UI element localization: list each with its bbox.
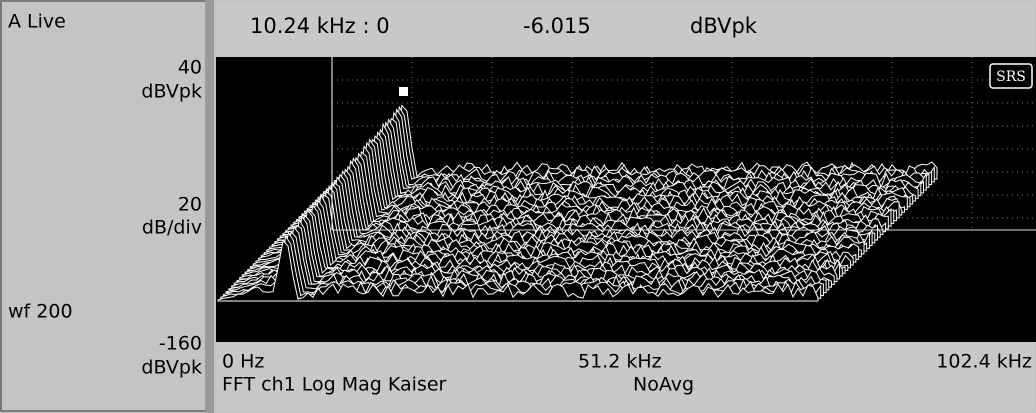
waterfall-trace bbox=[217, 239, 819, 302]
left-panel bbox=[0, 0, 212, 412]
bottom-unit: dBVpk bbox=[141, 357, 202, 379]
readout-frequency: 10.24 kHz : 0 bbox=[250, 14, 390, 38]
trace-label: A Live bbox=[8, 11, 66, 33]
marker bbox=[399, 87, 408, 96]
x-start: 0 Hz bbox=[222, 351, 264, 373]
top-unit: dBVpk bbox=[141, 81, 202, 103]
waterfall-trace bbox=[228, 226, 830, 291]
waterfall bbox=[217, 104, 938, 302]
panel-divider bbox=[205, 0, 214, 413]
logo: SRS bbox=[996, 69, 1026, 85]
x-center: 51.2 kHz bbox=[578, 351, 662, 373]
footer-bar bbox=[216, 343, 1034, 411]
top-value: 40 bbox=[178, 57, 202, 79]
readout-bar bbox=[216, 2, 1034, 55]
scale-value: 20 bbox=[178, 194, 202, 216]
logo-box bbox=[989, 63, 1033, 89]
averaging: NoAvg bbox=[633, 374, 694, 396]
waterfall-count: wf 200 bbox=[8, 301, 73, 323]
readout-value: -6.015 bbox=[523, 14, 591, 38]
bottom-value: -160 bbox=[159, 333, 202, 355]
readout-unit: dBVpk bbox=[690, 14, 758, 38]
measurement-description: FFT ch1 Log Mag Kaiser bbox=[222, 374, 447, 396]
scale-unit: dB/div bbox=[142, 217, 202, 239]
x-end: 102.4 kHz bbox=[936, 351, 1032, 373]
